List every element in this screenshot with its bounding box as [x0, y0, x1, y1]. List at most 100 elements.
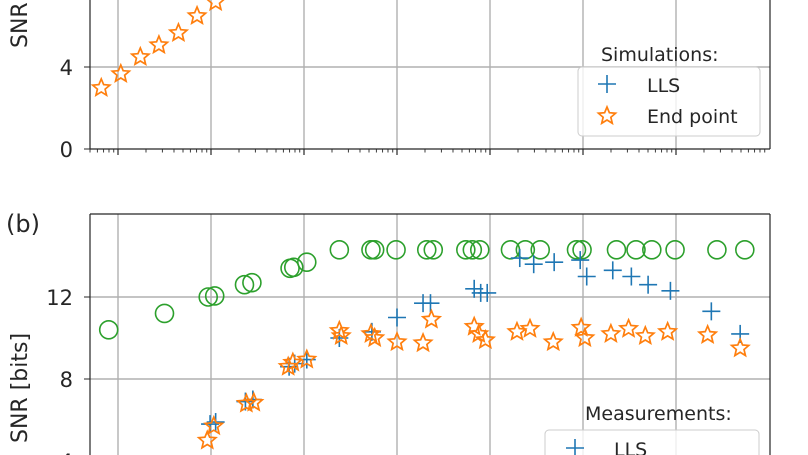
circle-marker	[462, 240, 483, 260]
circle-marker	[606, 240, 627, 260]
star-marker	[474, 328, 497, 350]
circle-marker	[735, 240, 755, 260]
legend-b-box	[544, 429, 760, 455]
star-marker	[203, 414, 225, 436]
star-marker	[656, 320, 679, 341]
star-marker	[542, 330, 564, 352]
circle-marker	[296, 252, 317, 272]
circle-marker	[626, 240, 646, 260]
circle-marker	[665, 240, 685, 260]
ytick-a-4: 4	[60, 56, 73, 80]
star-marker	[506, 320, 528, 341]
circle-marker	[707, 240, 727, 260]
plus-marker	[545, 253, 564, 272]
legend-a-plus-icon	[598, 75, 616, 93]
star-marker	[596, 104, 618, 126]
data-points-a	[90, 0, 225, 97]
plus-marker	[577, 267, 596, 286]
star-marker	[328, 319, 351, 340]
star-marker	[729, 337, 751, 358]
star-marker	[167, 21, 190, 43]
star-marker	[129, 45, 151, 67]
circle-marker	[283, 257, 304, 278]
ytick-b-8: 8	[60, 368, 73, 392]
circle-marker	[242, 272, 262, 293]
star-marker	[360, 322, 382, 343]
plus-marker	[524, 255, 543, 274]
legend-a-endpoint-label: End point	[647, 106, 738, 128]
star-marker	[148, 33, 170, 55]
legend-a-lls-label: LLS	[647, 75, 680, 97]
ytick-b-12: 12	[46, 286, 73, 310]
circle-marker	[98, 319, 119, 340]
star-marker	[519, 317, 541, 338]
circle-marker	[361, 240, 381, 260]
circle-marker	[642, 240, 662, 260]
star-marker	[90, 76, 112, 97]
star-marker	[277, 355, 299, 376]
circle-marker	[566, 240, 587, 260]
plus-marker	[639, 275, 658, 294]
plus-marker	[603, 261, 622, 280]
circle-marker	[386, 240, 406, 260]
star-marker	[330, 324, 352, 346]
plus-marker	[702, 302, 721, 321]
plus-marker	[421, 294, 440, 313]
star-marker	[296, 348, 318, 369]
legend-a-box	[577, 66, 761, 137]
star-marker	[235, 392, 258, 413]
star-marker	[196, 429, 218, 450]
star-marker	[696, 323, 719, 345]
star-marker	[243, 391, 265, 412]
star-marker	[412, 331, 434, 353]
circle-marker	[416, 240, 437, 260]
ytick-a-0: 0	[60, 138, 73, 162]
plus-marker	[571, 251, 590, 270]
star-marker	[386, 330, 408, 352]
ytick-b-4: 4	[60, 450, 73, 455]
circle-marker	[423, 240, 444, 260]
circle-marker	[198, 287, 219, 307]
star-marker	[364, 326, 386, 348]
y-axis-label-b: SNR [bits]	[8, 333, 33, 443]
data-points-b	[98, 240, 755, 450]
circle-marker	[530, 240, 551, 260]
y-axis-label-a: SNR	[8, 2, 33, 48]
circle-marker	[364, 240, 385, 260]
circle-marker	[204, 286, 225, 306]
x-ticks-a	[89, 149, 766, 155]
circle-marker	[154, 303, 175, 324]
plus-marker	[478, 283, 497, 302]
star-marker	[186, 4, 208, 26]
legend-a-star-icon	[596, 104, 618, 126]
star-marker	[617, 317, 640, 338]
plus-marker	[661, 281, 680, 300]
star-marker	[206, 0, 225, 12]
circle-marker	[469, 240, 490, 260]
plus-marker	[510, 249, 529, 268]
star-marker	[600, 322, 622, 343]
panel-b-tag: (b)	[6, 210, 40, 238]
plus-marker	[622, 267, 641, 286]
legend-b-lls-label: LLS	[614, 439, 647, 455]
star-marker	[570, 316, 592, 337]
star-marker	[282, 351, 304, 372]
panel-b: (b) 12 8 4 SNR [bits] Measurements: LLS	[6, 210, 771, 455]
legend-b-title: Measurements:	[585, 403, 732, 425]
star-marker	[420, 308, 443, 329]
panel-a: 4 0 SNR Simulations: LLS End point	[8, 0, 771, 162]
legend-b: Measurements: LLS	[544, 403, 760, 455]
circle-marker	[234, 274, 255, 295]
circle-marker	[515, 240, 536, 260]
legend-a-title: Simulations:	[601, 44, 719, 66]
legend-a: Simulations: LLS End point	[577, 44, 761, 137]
plus-marker	[388, 308, 406, 327]
circle-marker	[456, 240, 476, 260]
star-marker	[634, 324, 656, 346]
legend-b-plus-icon	[566, 439, 584, 455]
circle-marker	[329, 240, 350, 260]
circle-marker	[572, 240, 592, 260]
star-marker	[110, 62, 132, 84]
star-marker	[574, 326, 596, 348]
